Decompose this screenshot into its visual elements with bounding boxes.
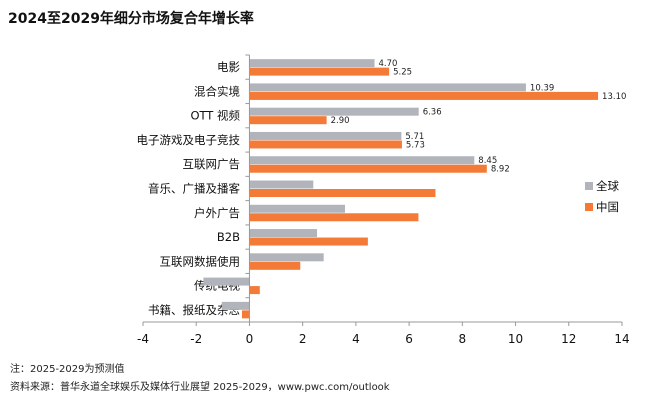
category-label: 电影 [217,60,240,74]
data-label: 13.10 [602,92,626,102]
bar-china [249,261,301,270]
bar-china [249,189,436,197]
bar-global [249,229,318,238]
chart-title: 2024至2029年细分市场复合年增长率 [8,11,254,27]
x-tick-label: 0 [246,332,254,346]
bar-global [249,156,475,165]
data-label: 5.73 [406,140,425,150]
bar-china [249,116,327,125]
category-label: OTT 视频 [190,109,240,123]
bar-china [241,310,250,319]
bar-china [249,91,599,100]
category-label: 互联网广告 [183,157,241,171]
category-label: 混合实境 [194,84,240,98]
bar-china [249,286,260,295]
legend-label: 全球 [596,179,619,193]
bar-global [249,204,345,213]
data-label: 4.70 [379,59,398,69]
x-tick-label: 14 [614,332,629,346]
x-tick-label: 4 [352,332,360,346]
source: 资料来源：普华永道全球娱乐及媒体行业展望 2025-2029，www.pwc.c… [10,382,390,393]
category-label: 音乐、广播及播客 [148,182,240,196]
x-tick-label: 2 [299,332,307,346]
bar-china [249,213,419,222]
category-label: 电子游戏及电子竞技 [137,133,241,147]
bar-global [249,131,402,140]
bar-global [203,277,250,286]
x-tick-label: 10 [508,332,523,346]
x-tick-label: -4 [137,332,149,346]
bar-global [249,180,314,189]
bar-china [249,67,390,76]
data-label: 6.36 [423,108,442,118]
legend-swatch [585,182,593,190]
x-tick-label: 12 [561,332,576,346]
x-tick-label: 8 [459,332,467,346]
data-label: 2.90 [331,116,350,126]
bar-china [249,237,368,246]
category-label: B2B [217,230,240,244]
bar-china [249,164,487,173]
data-label: 5.25 [393,68,412,78]
data-label: 10.39 [530,83,554,93]
data-label: 8.45 [478,156,497,166]
bar-global [249,253,324,262]
bar-china [249,140,402,149]
bar-global [249,107,419,116]
bar-global [249,59,375,68]
category-label: 书籍、报纸及杂志 [148,303,240,317]
category-label: 互联网数据使用 [160,254,241,268]
category-label: 户外广告 [194,206,240,220]
x-tick-label: 6 [405,332,413,346]
legend-label: 中国 [596,200,619,214]
bar-global [249,83,526,92]
note: 注：2025-2029为预测值 [10,364,125,375]
data-label: 5.71 [405,132,424,142]
legend-swatch [585,203,593,211]
data-label: 8.92 [491,165,510,175]
bar-global [221,301,250,310]
x-tick-label: -2 [190,332,202,346]
